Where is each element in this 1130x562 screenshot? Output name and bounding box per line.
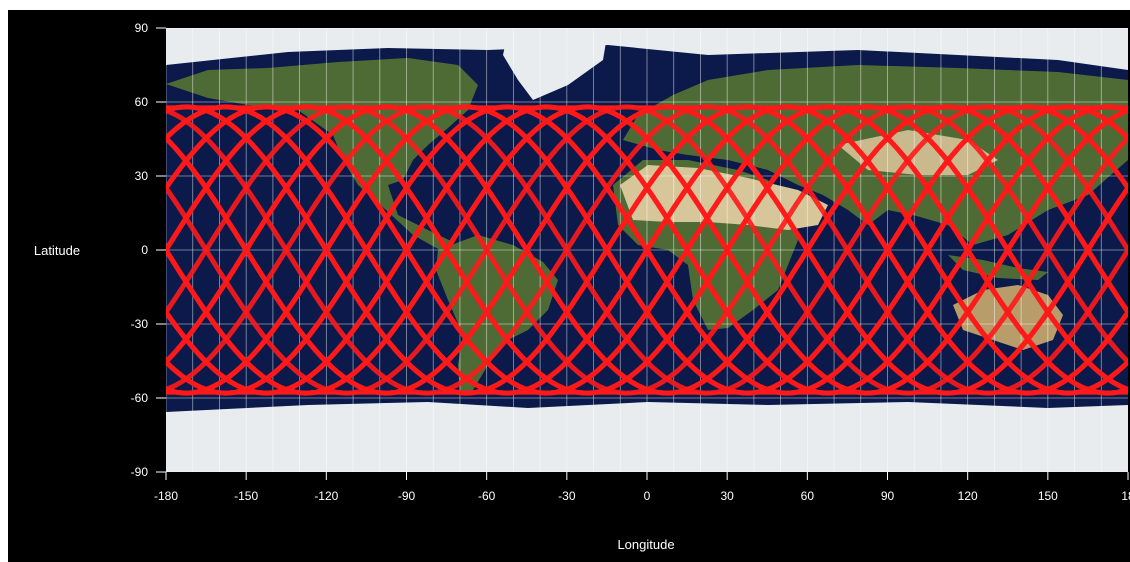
- ground-track-line: [166, 104, 1128, 396]
- y-tick-label: -90: [131, 465, 149, 479]
- x-tick-label: -180: [154, 489, 178, 503]
- longitude-ticks: -180 -150 -120 -90 -60 -30 0 30 60 90 120 150 18: [154, 472, 1130, 503]
- x-axis-label: Longitude: [617, 537, 674, 552]
- graticule-grid: [166, 28, 1128, 472]
- x-tick-label: 0: [644, 489, 651, 503]
- x-tick-label: -90: [398, 489, 416, 503]
- map-figure: 90 60 30 0 -30 -60 -90 -180 -150 -120 -90 -60 -30 0 3…: [8, 10, 1130, 562]
- x-tick-label: -150: [234, 489, 258, 503]
- x-tick-label: -60: [478, 489, 496, 503]
- y-tick-label: 30: [135, 169, 149, 183]
- ground-track-line: [166, 104, 1128, 396]
- y-tick-label: 0: [141, 243, 148, 257]
- x-tick-label: 90: [881, 489, 895, 503]
- ground-track-line: [166, 104, 1128, 396]
- y-tick-label: 60: [135, 95, 149, 109]
- ground-track-line: [166, 104, 1128, 396]
- y-tick-label: -60: [131, 391, 149, 405]
- asia-desert: [838, 130, 998, 175]
- x-tick-label: 60: [801, 489, 815, 503]
- ground-track-line: [166, 104, 1128, 396]
- x-tick-label: 120: [958, 489, 978, 503]
- x-tick-label: 18: [1121, 489, 1130, 503]
- x-tick-label: 30: [720, 489, 734, 503]
- ground-track-line: [166, 104, 1128, 396]
- x-tick-label: -120: [314, 489, 338, 503]
- ground-track-map: 90 60 30 0 -30 -60 -90 -180 -150 -120 -90 -60 -30 0 3…: [34, 21, 1130, 552]
- y-tick-label: 90: [135, 21, 149, 35]
- ground-tracks: [166, 104, 1128, 396]
- latitude-ticks: 90 60 30 0 -30 -60 -90: [131, 21, 166, 479]
- x-tick-label: -30: [558, 489, 576, 503]
- y-axis-label: Latitude: [34, 243, 80, 258]
- x-tick-label: 150: [1038, 489, 1058, 503]
- south-america-land: [436, 235, 558, 395]
- ground-track-line: [166, 104, 1128, 396]
- y-tick-label: -30: [131, 317, 149, 331]
